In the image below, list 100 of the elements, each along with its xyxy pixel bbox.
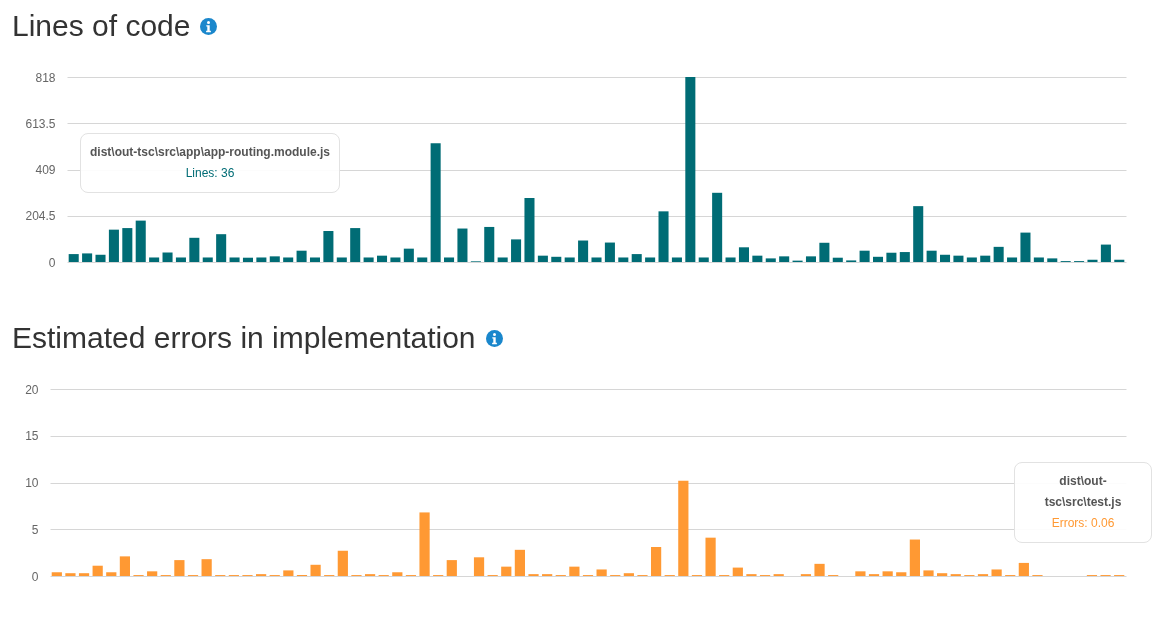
bar (732, 567, 743, 576)
bar (631, 254, 642, 262)
bar (966, 257, 977, 262)
bar (446, 560, 457, 576)
bar (899, 252, 910, 262)
bar (953, 255, 964, 262)
bar (497, 257, 508, 262)
bar (596, 569, 607, 576)
bar (108, 229, 119, 262)
bar (403, 248, 414, 262)
bar (323, 231, 334, 262)
y-tick-label: 0 (48, 255, 56, 270)
bar (256, 257, 267, 262)
bar (671, 257, 682, 262)
bar (591, 257, 602, 262)
bar (923, 570, 934, 576)
bar (909, 539, 920, 576)
bar (569, 566, 580, 576)
bar (926, 250, 937, 262)
bar (417, 257, 428, 262)
bar (390, 257, 401, 262)
bar (855, 571, 866, 576)
bar (1100, 244, 1111, 262)
bar (980, 255, 991, 262)
bar (698, 257, 709, 262)
chart-title: Lines of code (12, 9, 191, 43)
bar (175, 257, 186, 262)
bar (457, 228, 468, 262)
bar (685, 77, 696, 262)
bar (501, 566, 512, 576)
bar (1020, 232, 1031, 262)
bar (336, 257, 347, 262)
bar (473, 557, 485, 576)
bar (122, 228, 133, 262)
bar (95, 254, 106, 262)
bar (991, 569, 1002, 576)
bar (765, 258, 776, 262)
bar (430, 143, 441, 262)
bar (1007, 257, 1018, 262)
bar (1047, 258, 1058, 262)
annotation: dist\out-tsc\src\app\app-routing.module.js (90, 144, 331, 161)
bar (269, 256, 280, 262)
bar (645, 257, 656, 262)
bar (805, 256, 817, 262)
bar (229, 257, 240, 262)
bar (92, 565, 103, 576)
annotation: Errors: 0.06 (1050, 515, 1116, 532)
bar (51, 572, 62, 576)
bar (738, 247, 749, 262)
bar (174, 560, 185, 576)
bar (376, 255, 388, 262)
bar (309, 257, 321, 262)
y-tick-label: 10 (25, 476, 39, 490)
bar (678, 480, 689, 576)
bar (283, 257, 294, 262)
bar (68, 254, 79, 262)
bar (896, 572, 907, 576)
bar (444, 257, 455, 262)
bar (216, 234, 227, 262)
y-tick-label: 5 (31, 522, 39, 537)
y-tick-label: 818 (35, 70, 56, 85)
bar (106, 572, 117, 576)
bar (882, 571, 893, 576)
bar (310, 564, 321, 576)
bar (940, 254, 951, 262)
y-tick-label: 20 (25, 382, 39, 397)
bar (913, 206, 924, 262)
bar (1018, 562, 1029, 576)
bar (578, 240, 589, 262)
bar (149, 257, 160, 262)
bar (242, 257, 253, 262)
bar (832, 257, 843, 262)
bar (705, 537, 716, 576)
annotation: Lines: 36 (184, 165, 236, 182)
tooltip: dist\out-tsc\src\test.js Errors: 0.06 (1014, 462, 1152, 543)
bar (524, 198, 535, 262)
bar (392, 572, 403, 576)
bar (814, 563, 825, 576)
bar (623, 573, 634, 576)
bar (78, 573, 90, 576)
bar (82, 253, 93, 262)
annotation: dist\out-tsc\src\test.js (1043, 473, 1123, 511)
bar (658, 211, 669, 262)
bar (752, 255, 763, 262)
bar (283, 570, 294, 576)
bar (1033, 257, 1044, 262)
y-tick-label: 613.5 (25, 116, 56, 131)
bar (551, 256, 562, 262)
bar (514, 549, 526, 576)
tooltip: dist\out-tsc\src\app\app-routing.module.js Lines: 36 (80, 133, 340, 193)
y-tick-label: 204.5 (25, 209, 56, 224)
bar (511, 239, 522, 262)
bar (119, 556, 131, 576)
y-tick-label: 15 (25, 429, 39, 444)
bar (1087, 259, 1098, 262)
bar (147, 571, 158, 576)
bar (350, 228, 361, 262)
y-tick-label: 0 (31, 569, 39, 584)
bar (201, 559, 212, 576)
bar (725, 257, 736, 262)
